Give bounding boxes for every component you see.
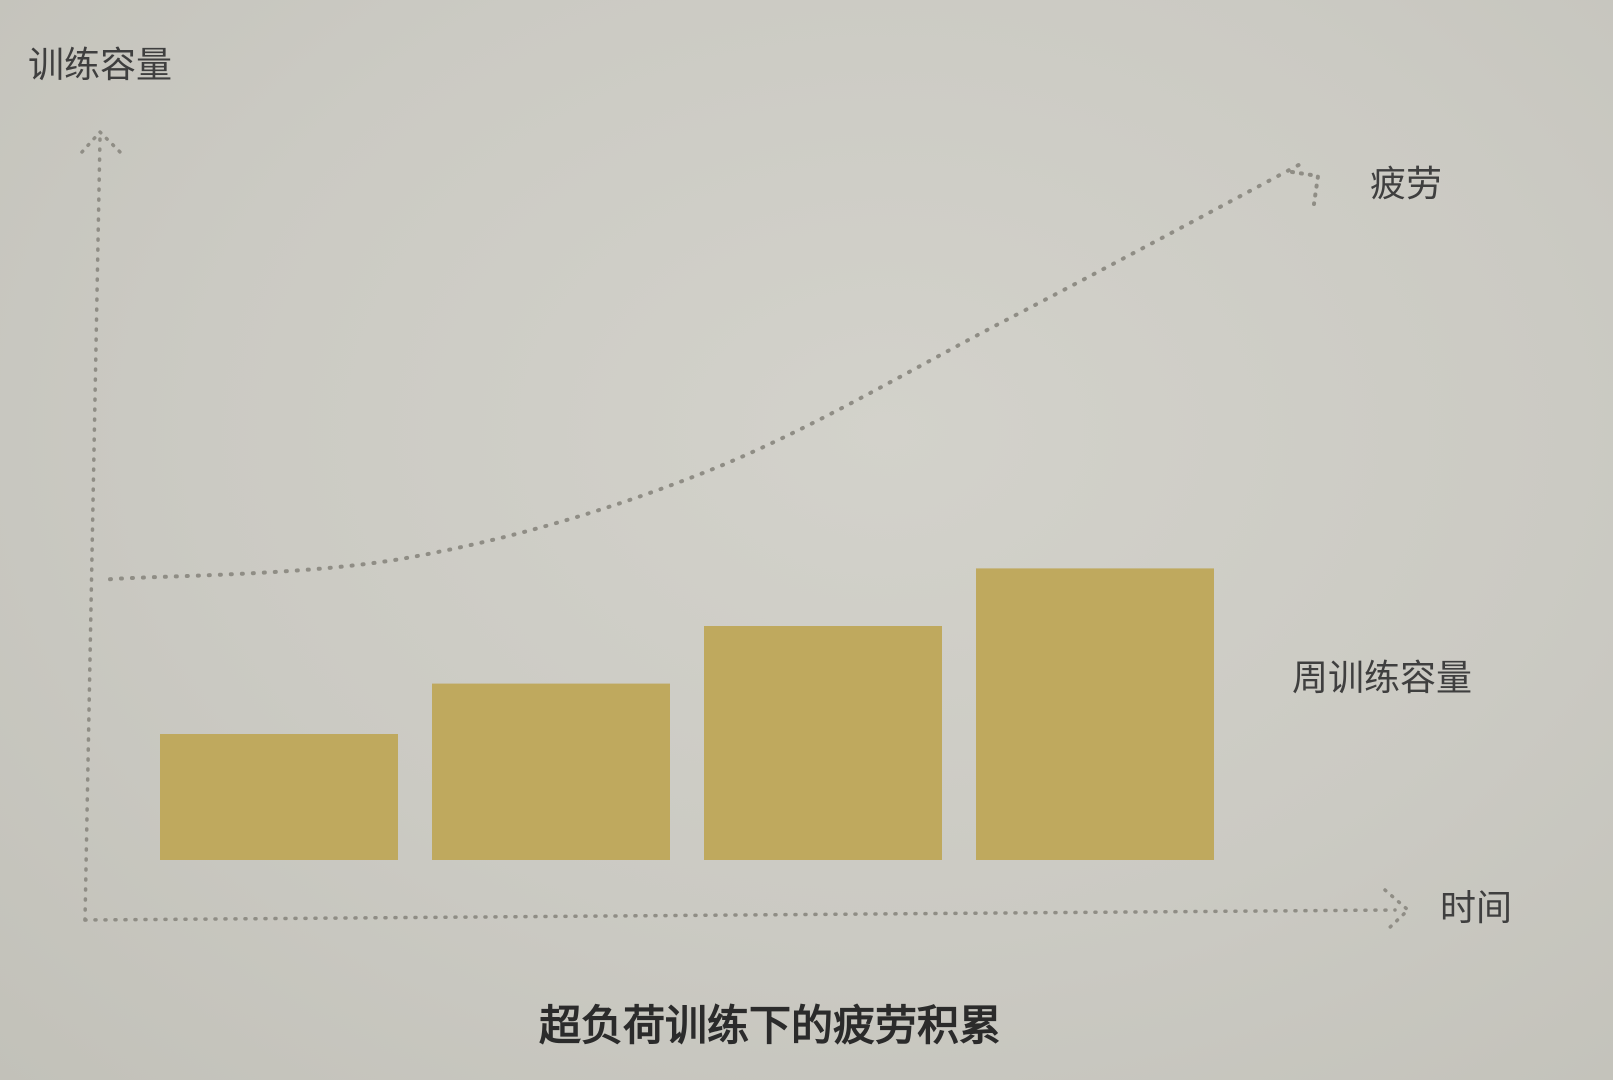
x-axis-label: 时间	[1440, 888, 1512, 929]
fatigue-series-label: 疲劳	[1370, 164, 1442, 205]
axes	[80, 129, 1411, 934]
bar-2	[432, 683, 670, 860]
y-axis	[83, 136, 102, 922]
fatigue-line-arrow	[1290, 170, 1321, 206]
bars	[160, 568, 1214, 860]
y-axis-arrow	[80, 129, 122, 154]
chart-title: 超负荷训练下的疲劳积累	[539, 1001, 1001, 1050]
fatigue-line	[108, 159, 1307, 582]
bar-1	[160, 734, 398, 860]
bar-4	[976, 568, 1214, 860]
x-axis	[83, 908, 1397, 922]
y-axis-label: 训练容量	[28, 45, 172, 86]
weekly-volume-series-label: 周训练容量	[1292, 658, 1472, 699]
x-axis-arrow	[1383, 888, 1411, 934]
bar-3	[704, 626, 942, 860]
